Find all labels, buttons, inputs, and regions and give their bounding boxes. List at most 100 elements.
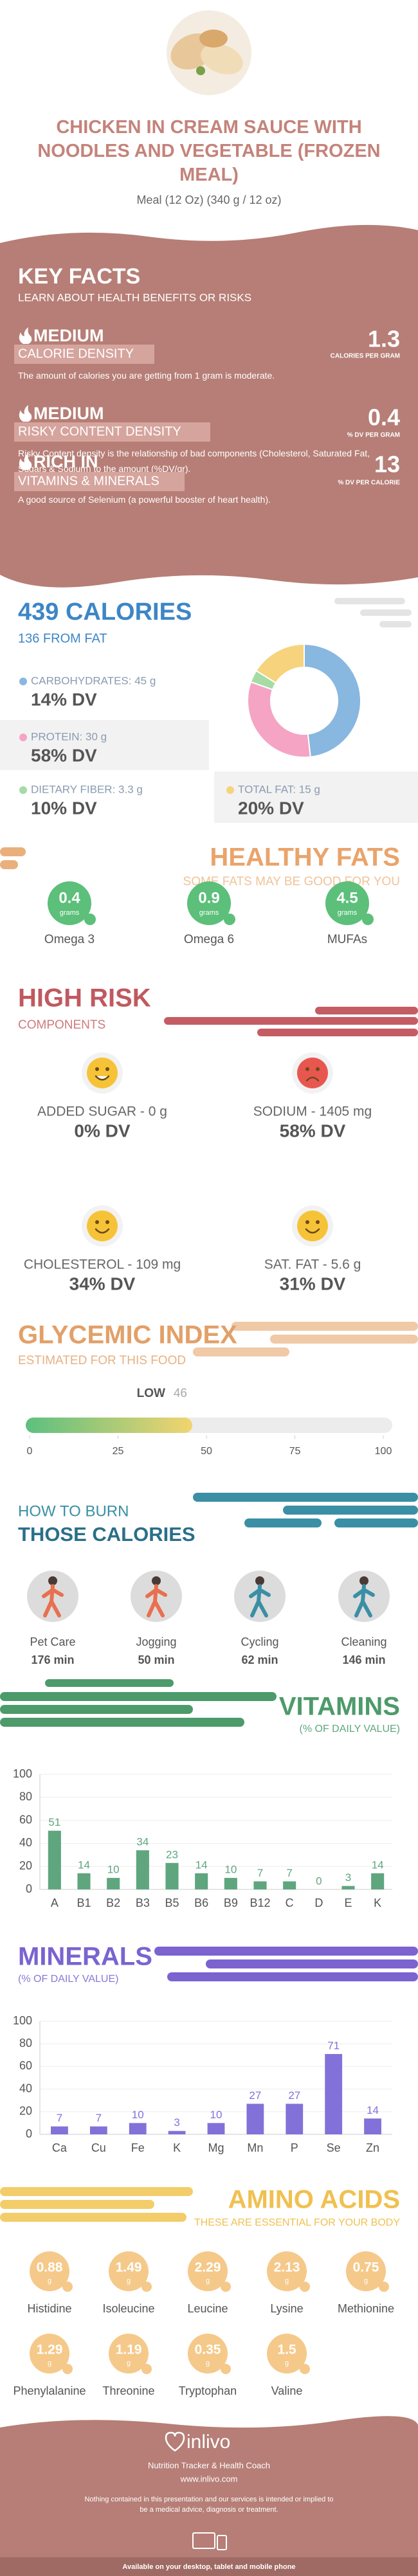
label-box	[14, 345, 154, 364]
decoration-bar	[379, 621, 412, 627]
macro-label: PROTEIN: 30 g	[31, 730, 107, 743]
risk-dv: 58% DV	[280, 1121, 346, 1140]
value-label: 3	[174, 2116, 179, 2129]
amino-value: 1.49	[116, 2260, 142, 2275]
decoration-bar	[0, 2200, 154, 2209]
amino-bubble	[109, 2251, 149, 2291]
bar	[283, 1881, 296, 1889]
amino-value: 1.29	[37, 2343, 63, 2357]
decoration-bar	[164, 1017, 418, 1025]
value-label: 14	[195, 1859, 208, 1871]
decoration-bar	[45, 1679, 174, 1687]
bar	[195, 1873, 208, 1889]
device-icon	[192, 2532, 215, 2549]
decoration-bar	[244, 1518, 322, 1527]
face-icon	[87, 1058, 118, 1088]
section-title: HEALTHY FATS	[210, 843, 400, 872]
activity-time: 50 min	[138, 1653, 174, 1666]
disclaimer-box: Nothing contained in this presentation a…	[84, 2496, 333, 2514]
section-title: THOSE CALORIES	[18, 1523, 195, 1545]
decoration-bar	[232, 1322, 418, 1331]
amino-name: Isoleucine	[102, 2302, 154, 2315]
risk-dv: 31% DV	[280, 1274, 346, 1293]
x-tick-label: Zn	[366, 2141, 379, 2154]
activity-name: Cycling	[241, 1635, 278, 1648]
x-tick-label: E	[344, 1896, 352, 1909]
fact-description: Risky Content density is the relationshi…	[18, 448, 370, 474]
amino-unit: g	[127, 2359, 131, 2367]
amino-bubble	[188, 2251, 228, 2291]
label-box	[14, 422, 210, 442]
amino-unit: g	[127, 2277, 131, 2285]
macro-dv: 58% DV	[31, 745, 97, 765]
level: MEDIUM	[33, 326, 104, 345]
fat-unit: grams	[60, 909, 80, 917]
fact-unit: CALORIES PER GRAM	[331, 353, 400, 360]
section-subtitle: ESTIMATED FOR THIS FOOD	[18, 1354, 186, 1367]
bar	[165, 1862, 179, 1889]
bar	[77, 1873, 91, 1889]
amino-name: Tryptophan	[179, 2384, 237, 2397]
value-label: 27	[249, 2089, 261, 2102]
bar	[48, 1830, 61, 1889]
activity-name: Cleaning	[341, 1635, 386, 1648]
bar	[224, 1878, 237, 1889]
gauge-value: 46	[174, 1387, 187, 1400]
donut-segment	[255, 643, 305, 684]
section-subtitle: COMPONENTS	[18, 1018, 105, 1032]
tick-label: 75	[289, 1446, 301, 1457]
activity-time: 62 min	[241, 1653, 278, 1666]
amino-bubble	[267, 2251, 307, 2291]
risk-label: ADDED SUGAR - 0 g	[37, 1104, 167, 1119]
bar	[168, 2130, 186, 2134]
decoration-bar	[360, 609, 412, 616]
fat-name: Omega 6	[184, 933, 234, 946]
bar	[107, 1878, 120, 1889]
tick-label: 100	[375, 1446, 392, 1457]
value-label: 23	[166, 1848, 178, 1860]
bar	[371, 1873, 385, 1889]
decoration-bar	[270, 1335, 418, 1344]
decoration-bar	[315, 1007, 418, 1014]
value-label: 3	[345, 1871, 351, 1884]
y-tick-label: 40	[19, 2082, 32, 2094]
face-icon	[297, 1058, 328, 1088]
decoration-bar	[0, 2213, 186, 2222]
y-tick-label: 60	[19, 2059, 32, 2072]
decoration-bar	[154, 1947, 418, 1956]
section-title: AMINO ACIDS	[228, 2186, 400, 2214]
legend-dot	[19, 786, 27, 794]
value-label: 7	[57, 2112, 62, 2124]
amino-unit: g	[285, 2359, 289, 2367]
activity-time: 146 min	[342, 1653, 385, 1666]
x-tick-label: B2	[106, 1896, 120, 1909]
value-label: 51	[48, 1816, 60, 1828]
flame-icon	[19, 405, 32, 422]
section-subtitle: LEARN ABOUT HEALTH BENEFITS OR RISKS	[18, 291, 251, 303]
decoration-bar	[283, 1506, 418, 1515]
face-mouth	[95, 1075, 110, 1081]
amino-bubble-small	[300, 2282, 310, 2292]
decoration-bar	[0, 2187, 193, 2196]
amino-bubble-small	[62, 2364, 73, 2374]
y-tick-label: 20	[19, 2105, 32, 2118]
activity-time: 176 min	[31, 1653, 74, 1666]
value-label: 14	[372, 1859, 384, 1871]
y-tick-label: 60	[19, 1813, 32, 1826]
face-eye	[305, 1067, 309, 1071]
fat-bubble	[187, 881, 231, 925]
decoration-bar	[0, 1692, 277, 1701]
figure-body	[353, 1584, 375, 1617]
face-icon	[297, 1211, 328, 1241]
decoration-bar	[193, 1347, 289, 1356]
value-label: 7	[286, 1867, 292, 1879]
fact-name: CALORIE DENSITY	[18, 347, 134, 361]
section-subtitle: THESE ARE ESSENTIAL FOR YOUR BODY	[194, 2217, 400, 2228]
bar	[253, 1881, 267, 1889]
value-label: 10	[210, 2109, 223, 2121]
risk-dv: 34% DV	[69, 1274, 136, 1293]
amino-bubble-small	[62, 2282, 73, 2292]
fat-name: MUFAs	[327, 933, 367, 946]
amino-value: 1.19	[116, 2343, 142, 2357]
value-label: 34	[136, 1836, 149, 1848]
